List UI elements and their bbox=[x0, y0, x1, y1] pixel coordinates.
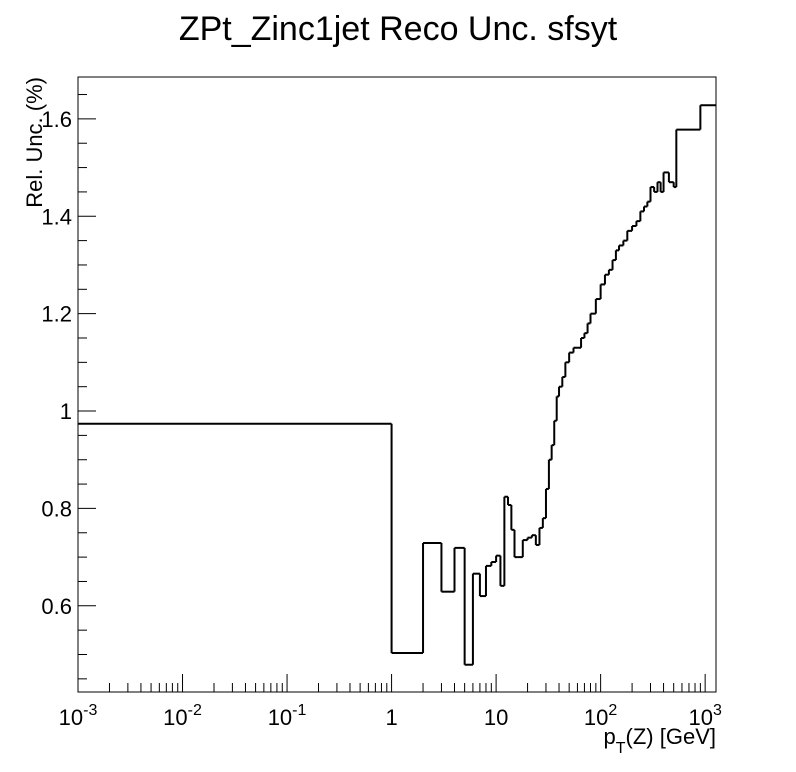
y-tick-label: 1 bbox=[60, 399, 72, 424]
x-axis-label-rest: (Z) [GeV] bbox=[626, 724, 716, 749]
x-tick-label: 102 bbox=[584, 702, 617, 730]
x-tick-label: 103 bbox=[688, 702, 721, 730]
x-axis-label-main: p bbox=[604, 724, 616, 749]
y-tick-label: 1.6 bbox=[41, 107, 72, 132]
x-tick-label: 10-3 bbox=[59, 702, 98, 730]
y-tick-label: 0.6 bbox=[41, 594, 72, 619]
x-tick-label-base: 10 bbox=[688, 705, 712, 730]
x-tick-label-exp: 2 bbox=[608, 702, 617, 719]
x-axis-label-sub: T bbox=[616, 740, 626, 757]
x-tick-label-exp: -2 bbox=[188, 702, 202, 719]
x-tick-label-base: 10 bbox=[59, 705, 83, 730]
x-tick-label-base: 10 bbox=[584, 705, 608, 730]
x-tick-label: 10-1 bbox=[268, 702, 307, 730]
x-tick-label: 10-2 bbox=[163, 702, 202, 730]
plot-frame bbox=[77, 76, 717, 693]
x-tick-label: 10 bbox=[484, 705, 508, 730]
x-tick-label: 1 bbox=[385, 705, 397, 730]
x-axis-label: pT(Z) [GeV] bbox=[604, 724, 716, 757]
y-axis-label: Rel. Unc. (%) bbox=[22, 77, 47, 208]
y-tick-label: 1.4 bbox=[41, 204, 72, 229]
x-tick-label-base: 10 bbox=[268, 705, 292, 730]
x-tick-label-exp: -3 bbox=[83, 702, 97, 719]
x-tick-label-exp: 3 bbox=[713, 702, 722, 719]
chart-title: ZPt_Zinc1jet Reco Unc. sfsyt bbox=[179, 10, 618, 48]
y-tick-label: 1.2 bbox=[41, 302, 72, 327]
x-tick-label-exp: -1 bbox=[292, 702, 306, 719]
x-tick-label-base: 10 bbox=[163, 705, 187, 730]
y-tick-label: 0.8 bbox=[41, 496, 72, 521]
